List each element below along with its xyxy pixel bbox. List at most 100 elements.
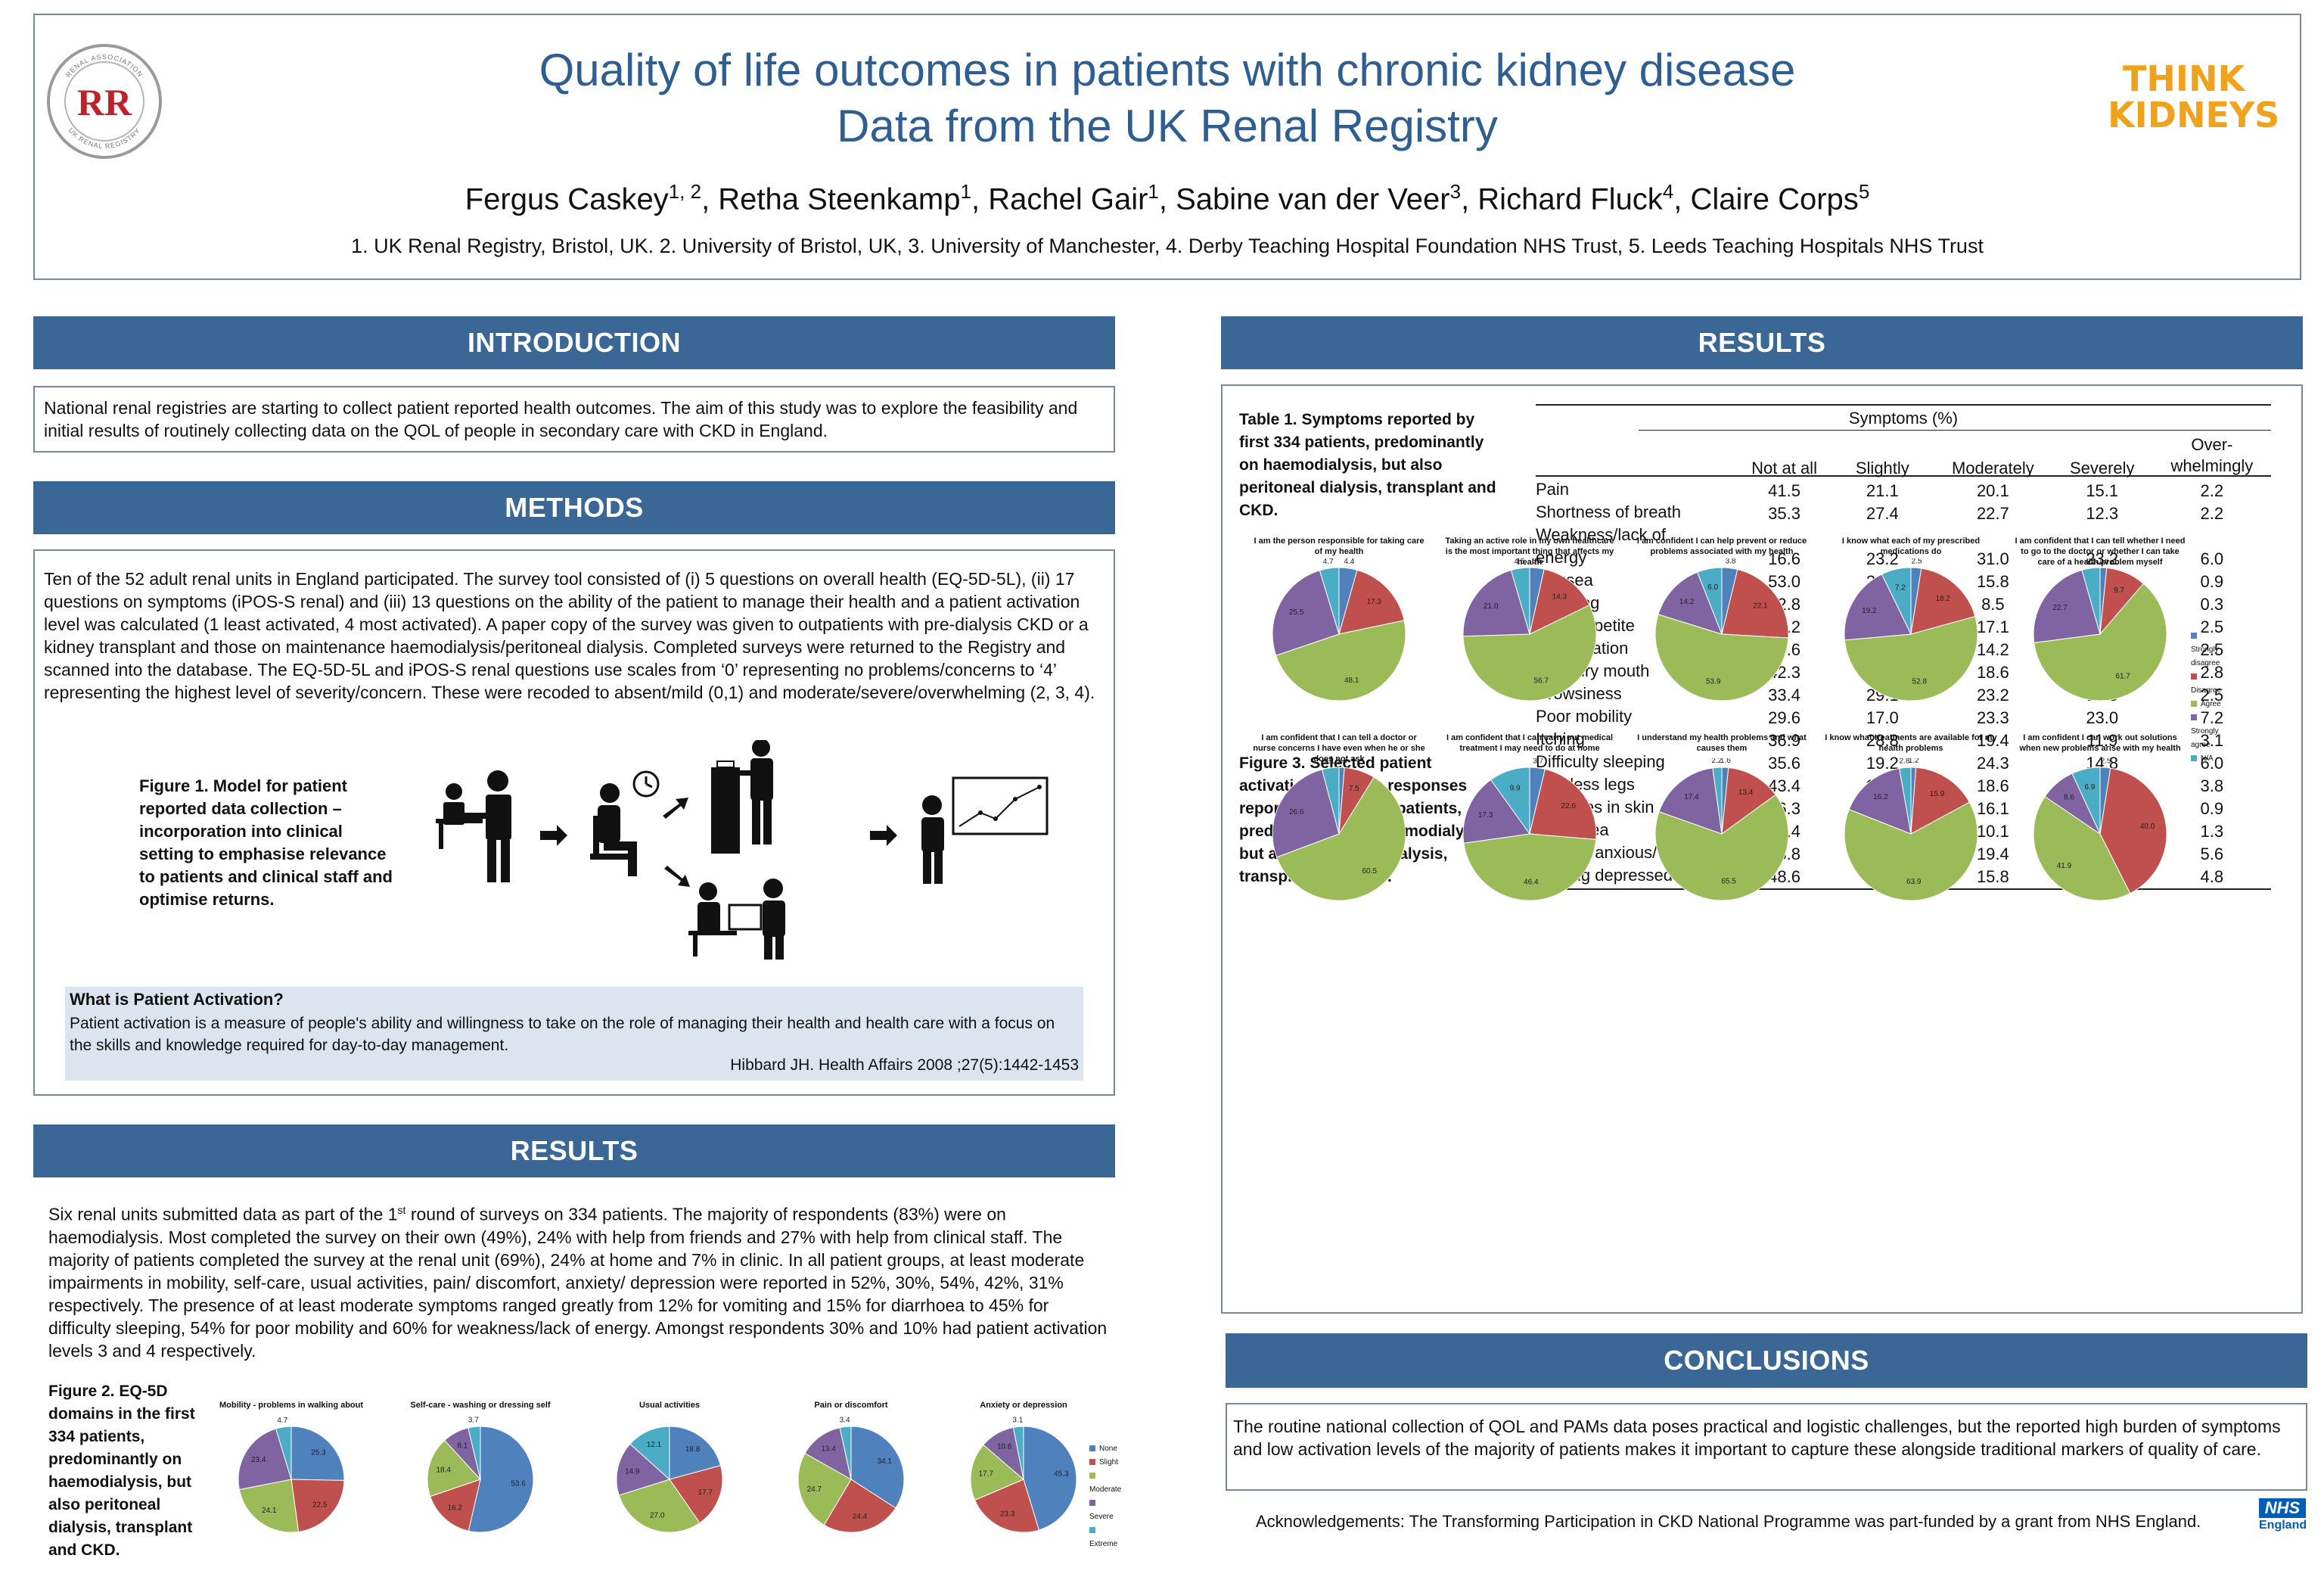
table-cell: 35.3 — [1768, 504, 1800, 523]
table-cell: 14.2 — [1976, 640, 2009, 659]
legend-swatch — [2191, 701, 2197, 708]
pie-slice — [2033, 569, 2101, 643]
table1-rule-mid — [1639, 430, 2271, 431]
legend-label: Slight — [1099, 1458, 1119, 1467]
methods-heading: METHODS — [33, 481, 1115, 534]
figure2-caption: Figure 2. EQ-5D domains in the first 334… — [48, 1383, 195, 1559]
table-cell: 41.5 — [1768, 481, 1800, 500]
legend-entry: Disagree — [2191, 670, 2221, 698]
legend-swatch — [2191, 673, 2197, 680]
table-cell: 23.2 — [1866, 549, 1899, 568]
pie-legend: Strongly disagree Disagree Agree Strongly a… — [2191, 630, 2221, 766]
table-cell: 21.1 — [1866, 481, 1899, 500]
table1-rule-head — [1536, 475, 2271, 477]
pie-chart: 1.6 13.4 65.5 17.4 2.2 — [1654, 758, 1789, 901]
pie-chart: 45.3 23.3 17.7 10.6 3.1 — [970, 1416, 1077, 1533]
table-cell: 0.9 — [2200, 572, 2224, 591]
author-name: Claire Corps — [1690, 182, 1859, 216]
legend-entry: Severe — [1089, 1497, 1121, 1524]
table-cell: 17.0 — [1866, 708, 1899, 727]
author-separator: , — [701, 182, 719, 216]
table-cell: 15.8 — [1976, 867, 2009, 886]
table-cell: 2.2 — [2200, 504, 2224, 523]
table-cell: 0.9 — [2200, 799, 2224, 818]
table-cell: 2.8 — [2200, 663, 2224, 682]
pie-slice — [238, 1479, 300, 1533]
table-cell: 3.8 — [2200, 776, 2224, 795]
legend-label: Agree — [2201, 700, 2221, 708]
introduction-box: National renal registries are starting t… — [33, 386, 1115, 453]
pie-data-label: 19.2 — [1862, 607, 1877, 615]
pie-slice — [797, 1452, 852, 1526]
think-kidneys-line1: THINK — [2123, 58, 2245, 99]
legend-entry: Moderate — [1089, 1470, 1121, 1497]
table-header-blank — [1536, 434, 1738, 478]
pie-chart: 1.2 15.9 63.9 16.2 2.8 — [1844, 758, 1978, 901]
table-cell: 24.3 — [1976, 754, 2009, 773]
conclusions-text: The routine national collection of QOL a… — [1233, 1417, 2281, 1459]
table-row: Itching 36.9 28.8 19.4 11.9 3.1 — [1536, 728, 2271, 751]
pie-data-label: 12.1 — [647, 1441, 662, 1449]
legend-swatch — [2191, 714, 2197, 721]
pie-data-label: 1.2 — [1909, 758, 1919, 765]
pie-data-label: 13.4 — [1738, 788, 1754, 797]
table-row-label: Weakness/lack of energy — [1536, 525, 1667, 567]
pie-data-label: 8.6 — [2064, 794, 2074, 802]
pie-chart-title: Mobility - problems in walking about — [219, 1401, 364, 1410]
figure1-caption: Figure 1. Model for patient reported dat… — [139, 776, 393, 909]
activation-title: What is Patient Activation? — [70, 990, 284, 1009]
table-cell: 23.2 — [1976, 686, 2009, 705]
pie-chart: 2.5 18.2 52.8 19.2 7.2 — [1844, 558, 1978, 701]
pie-chart: 34.1 24.4 24.7 13.4 3.4 — [797, 1416, 905, 1533]
pie-slice — [1321, 767, 1340, 835]
poster-title-line2: Data from the UK Renal Registry — [837, 101, 1498, 151]
pie-data-label: 53.9 — [1706, 677, 1721, 686]
table-cell: 19.4 — [1976, 731, 2009, 750]
pie-slice — [1654, 794, 1789, 901]
think-kidneys-line2: KIDNEYS — [2108, 95, 2280, 135]
introduction-text: National renal registries are starting t… — [44, 398, 1078, 440]
table-row-label: Pain — [1536, 480, 1570, 499]
pie-data-label: 9.7 — [2114, 586, 2124, 595]
pie-data-label: 18.8 — [685, 1445, 701, 1454]
pie-data-label: 61.7 — [2115, 673, 2130, 681]
pie-data-label: 4.4 — [2085, 558, 2096, 566]
pie-data-label: 17.7 — [698, 1488, 713, 1497]
pie-data-label: 3.4 — [840, 1416, 850, 1424]
pie-slice — [1338, 569, 1405, 635]
pie-chart-title: I am confident that I can carry out medi… — [1446, 733, 1614, 753]
pie-slice — [616, 1443, 670, 1496]
pie-data-label: 16.2 — [1873, 793, 1888, 801]
pie-data-label: 22.7 — [2052, 604, 2068, 612]
pie-data-label: 17.7 — [978, 1470, 993, 1478]
renal-association-logo: RR RENAL ASSOCIATION UK RENAL REGISTRY — [47, 44, 162, 159]
results-presentation-icon — [921, 776, 1049, 884]
table-cell: 18.6 — [1976, 663, 2009, 682]
pie-slice — [2071, 767, 2101, 835]
pie-slice — [1712, 767, 1723, 835]
pie-data-label: 3.8 — [1726, 558, 1736, 566]
pie-slice — [974, 1479, 1039, 1533]
pie-data-label: 3.1 — [1012, 1416, 1023, 1424]
pie-data-label: 1.6 — [1720, 758, 1731, 765]
patient-completing-survey-icon — [590, 770, 660, 876]
results-left-heading: RESULTS — [33, 1124, 1115, 1177]
author-name: Rachel Gair — [988, 182, 1148, 216]
table-cell: 2.2 — [2200, 481, 2224, 500]
pie-slice — [1658, 767, 1723, 835]
pie-data-label: 46.4 — [1524, 878, 1539, 886]
pie-data-label: 7.2 — [1895, 583, 1906, 592]
table-cell: 23.3 — [1976, 708, 2009, 727]
pie-slice — [1529, 568, 1590, 635]
table-column-header: Moderately — [1951, 459, 2034, 477]
pie-chart-title: I understand my health problems and what… — [1637, 733, 1807, 753]
pie-slice — [1844, 801, 1978, 901]
pie-chart: 1.3 7.5 60.5 26.6 4.1 — [1272, 758, 1406, 901]
pie-slice — [669, 1465, 723, 1524]
pie-data-label: 22.1 — [1753, 602, 1768, 610]
author-affiliation-sup: 5 — [1858, 180, 1870, 203]
pie-slice — [804, 1426, 852, 1480]
pie-data-label: 15.9 — [1930, 790, 1945, 798]
results-text-sup: st — [397, 1204, 406, 1216]
table-row: Shortness of breath 35.3 27.4 22.7 12.3 2.2 — [1536, 501, 2271, 524]
